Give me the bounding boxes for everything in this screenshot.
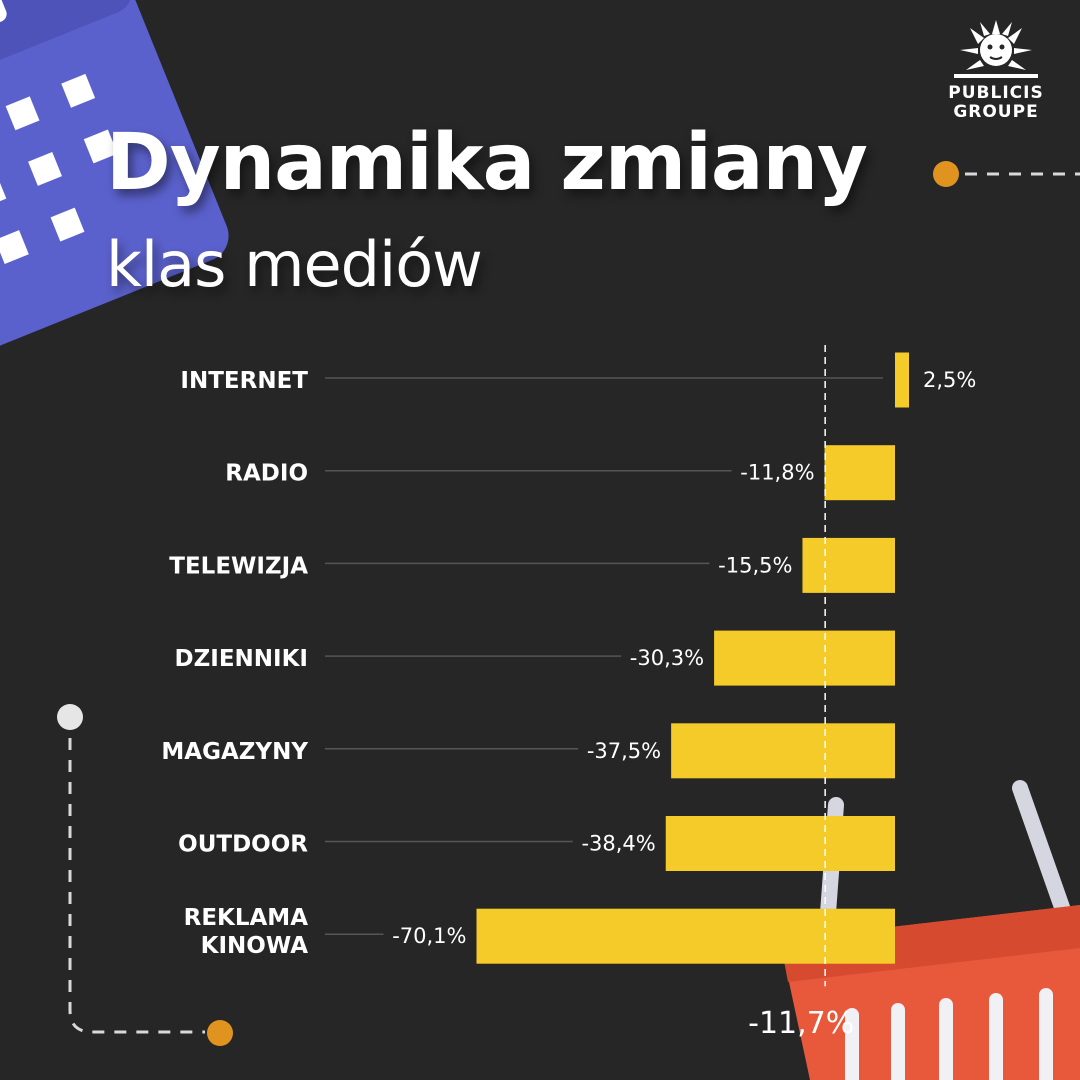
value-label: 2,5% <box>923 368 976 392</box>
lion-emblem-icon <box>954 20 1038 78</box>
white-dot <box>57 704 83 730</box>
orange-dot <box>933 161 959 187</box>
orange-dot <box>207 1020 233 1046</box>
category-label: REKLAMA KINOWA <box>184 905 309 959</box>
bar <box>714 630 895 686</box>
value-label: -37,5% <box>587 739 661 763</box>
category-label: TELEWIZJA <box>169 553 308 579</box>
bar <box>802 537 895 593</box>
dashed-connector <box>68 738 205 1034</box>
value-label: -70,1% <box>392 924 466 948</box>
category-label: INTERNET <box>180 368 308 394</box>
page-title: Dynamika zmiany <box>106 118 868 208</box>
category-label: DZIENNIKI <box>175 646 308 672</box>
logo-text-groupe: GROUPE <box>953 102 1039 122</box>
bar <box>895 352 909 408</box>
bar <box>824 445 895 501</box>
logo-text-publicis: PUBLICIS <box>948 83 1044 103</box>
category-label: MAGAZYNY <box>161 739 308 765</box>
value-label: -38,4% <box>581 832 655 856</box>
category-label: RADIO <box>225 461 308 487</box>
category-label: OUTDOOR <box>178 832 308 858</box>
reference-label: -11,7% <box>748 1006 854 1041</box>
bar <box>665 816 895 871</box>
bar <box>671 723 895 779</box>
calendar-icon <box>0 0 229 366</box>
value-label: -30,3% <box>630 646 704 670</box>
value-label: -15,5% <box>718 553 792 577</box>
value-label: -11,8% <box>740 461 814 485</box>
page-subtitle: klas mediów <box>106 228 483 301</box>
bar <box>476 908 895 964</box>
publicis-groupe-logo: PUBLICIS GROUPE <box>940 14 1052 122</box>
